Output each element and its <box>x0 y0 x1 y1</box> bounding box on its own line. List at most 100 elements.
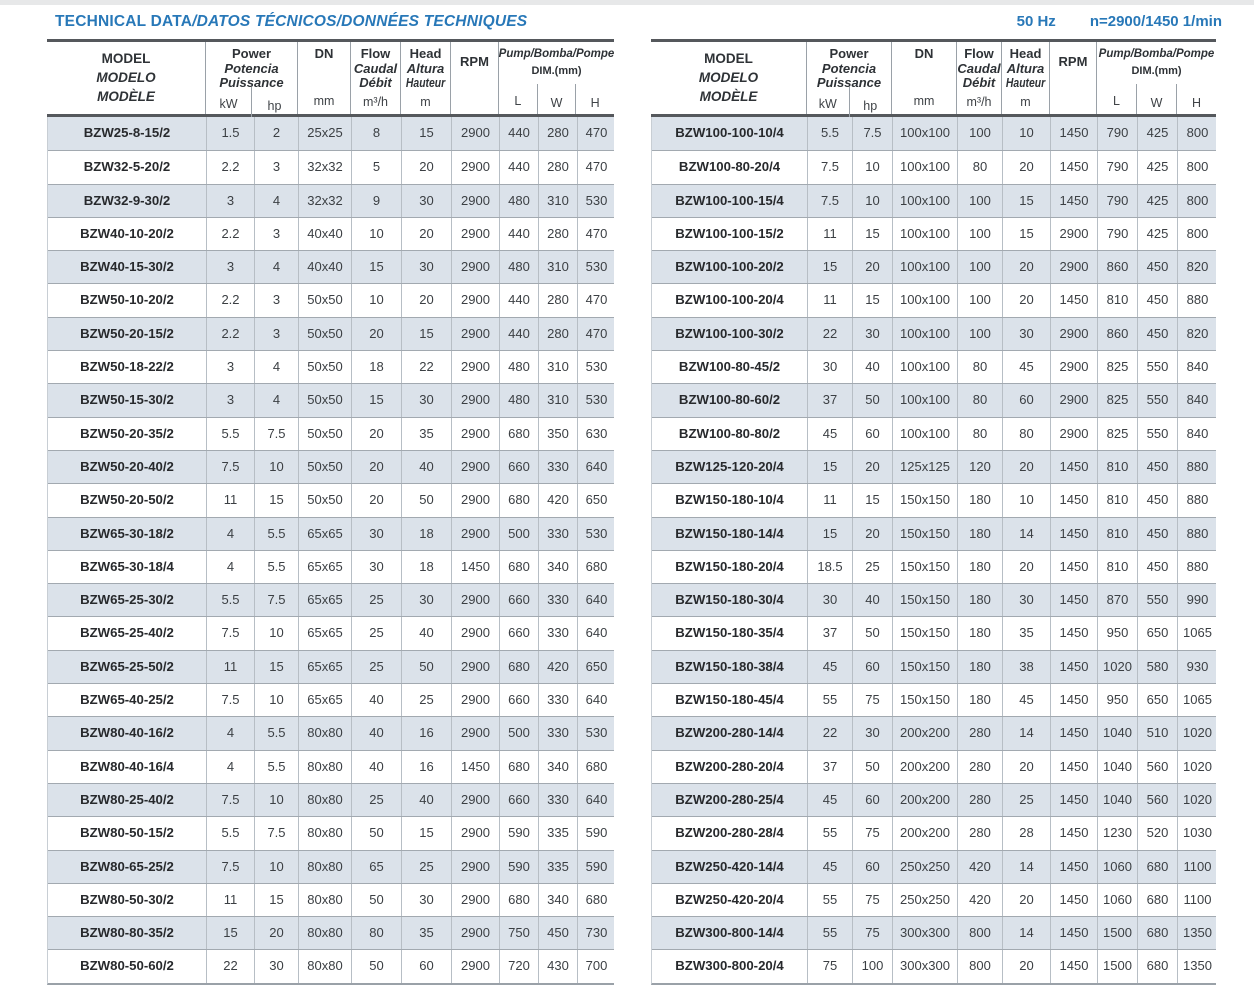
dn-value-cell: 50x50 <box>298 284 351 317</box>
dn-value-cell: 40x40 <box>298 251 351 284</box>
w-value-cell: 330 <box>538 783 577 817</box>
flow-value-cell: 25 <box>351 584 401 617</box>
flow-value-cell: 180 <box>957 484 1002 517</box>
rpm-value-cell: 2900 <box>451 950 499 983</box>
dn-value-cell: 65x65 <box>298 684 351 717</box>
flow-value-cell: 100 <box>957 217 1002 251</box>
rpm-value-cell: 2900 <box>451 284 499 317</box>
rpm-value-cell: 1450 <box>1050 484 1097 517</box>
rpm-value-cell: 2900 <box>451 117 499 151</box>
h-value-cell: 880 <box>1177 284 1217 317</box>
kw-value-cell: 5.5 <box>206 584 254 617</box>
column-header-model: MODEL MODELO MODÈLE <box>96 51 156 104</box>
l-value-cell: 680 <box>499 750 538 783</box>
l-value-cell: 680 <box>499 883 538 917</box>
dn-value-cell: 50x50 <box>298 351 351 384</box>
dn-value-cell: 100x100 <box>892 151 957 184</box>
table-row: BZW50-20-40/2 7.5 10 50x50 20 40 2900 660 330 640 <box>48 449 615 484</box>
dn-value-cell: 100x100 <box>892 317 957 351</box>
table-row: BZW200-280-28/4 55 75 200x200 280 28 1450 1230 5… <box>652 816 1216 850</box>
table-row: BZW65-25-30/2 5.5 7.5 65x65 25 30 2900 660 330 64… <box>48 583 614 617</box>
hp-value-cell: 3 <box>254 151 298 184</box>
head-value-cell: 20 <box>401 217 451 251</box>
rpm-value-cell: 1450 <box>1050 617 1097 650</box>
h-value-cell: 1100 <box>1177 850 1217 883</box>
head-value-cell: 22 <box>401 351 451 384</box>
w-value-cell: 430 <box>538 950 577 983</box>
dn-value-cell: 200x200 <box>892 783 957 817</box>
dn-value-cell: 40x40 <box>298 217 351 251</box>
rpm-value-cell: 1450 <box>1050 650 1097 684</box>
kw-value-cell: 7.5 <box>206 684 254 717</box>
unit-l: L <box>514 94 522 108</box>
flow-value-cell: 800 <box>957 950 1002 983</box>
flow-value-cell: 20 <box>351 417 401 450</box>
column-header-rpm: RPM <box>1049 42 1096 114</box>
w-value-cell: 550 <box>1137 384 1177 417</box>
model-cell: BZW40-10-20/2 <box>80 225 174 241</box>
head-value-cell: 30 <box>1002 317 1050 351</box>
model-cell: BZW65-25-40/2 <box>80 625 174 641</box>
hp-value-cell: 75 <box>852 883 892 917</box>
head-value-cell: 50 <box>401 484 451 517</box>
hp-value-cell: 20 <box>852 450 892 484</box>
hp-value-cell: 25 <box>852 550 892 584</box>
rpm-value-cell: 2900 <box>1050 351 1097 384</box>
flow-value-cell: 120 <box>957 450 1002 484</box>
w-value-cell: 350 <box>538 417 577 450</box>
dn-value-cell: 200x200 <box>892 817 957 850</box>
kw-value-cell: 11 <box>206 883 254 917</box>
l-value-cell: 790 <box>1097 217 1137 251</box>
table-header: MODEL MODELO MODÈLE Power Potencia Puiss… <box>651 39 1216 117</box>
l-value-cell: 480 <box>499 384 538 417</box>
flow-value-cell: 40 <box>351 684 401 717</box>
model-cell: BZW100-80-45/2 <box>678 359 781 375</box>
hp-value-cell: 4 <box>254 384 298 417</box>
head-value-cell: 30 <box>1002 584 1050 617</box>
dn-value-cell: 50x50 <box>298 484 351 517</box>
rpm-value-cell: 2900 <box>451 450 499 484</box>
flow-value-cell: 50 <box>351 817 401 850</box>
w-value-cell: 450 <box>1137 484 1177 517</box>
kw-value-cell: 30 <box>807 351 852 384</box>
speed-label: n=2900/1450 1/min <box>1089 13 1222 30</box>
h-value-cell: 640 <box>577 684 615 717</box>
head-value-cell: 35 <box>401 417 451 450</box>
table-row: BZW150-180-30/4 30 40 150x150 180 30 1450 870 55… <box>652 583 1216 617</box>
spec-labels: 50 Hz n=2900/1450 1/min <box>1017 13 1224 30</box>
model-cell: BZW100-80-80/2 <box>678 425 781 441</box>
hp-value-cell: 60 <box>852 850 892 883</box>
rpm-value-cell: 2900 <box>451 184 499 217</box>
h-value-cell: 640 <box>577 450 615 484</box>
flow-value-cell: 20 <box>351 484 401 517</box>
w-value-cell: 450 <box>538 917 577 950</box>
table-row: BZW100-80-20/4 7.5 10 100x100 80 20 1450 790 425… <box>652 150 1216 184</box>
spec-table-right: MODEL MODELO MODÈLE Power Potencia Puiss… <box>651 39 1216 985</box>
w-value-cell: 330 <box>538 684 577 717</box>
kw-value-cell: 1.5 <box>206 117 254 151</box>
hp-value-cell: 20 <box>852 251 892 284</box>
h-value-cell: 730 <box>577 917 615 950</box>
h-value-cell: 630 <box>577 417 615 450</box>
w-value-cell: 450 <box>1137 317 1177 351</box>
table-row: BZW100-100-30/2 22 30 100x100 100 30 2900 860 45… <box>652 316 1216 351</box>
kw-value-cell: 45 <box>807 650 852 684</box>
dn-value-cell: 32x32 <box>298 151 351 184</box>
flow-value-cell: 10 <box>351 284 401 317</box>
kw-value-cell: 5.5 <box>807 117 852 151</box>
rpm-value-cell: 1450 <box>1050 450 1097 484</box>
kw-value-cell: 55 <box>807 883 852 917</box>
flow-value-cell: 25 <box>351 617 401 650</box>
w-value-cell: 330 <box>538 517 577 550</box>
dn-value-cell: 150x150 <box>892 550 957 584</box>
l-value-cell: 660 <box>499 584 538 617</box>
l-value-cell: 680 <box>499 417 538 450</box>
model-cell: BZW50-18-22/2 <box>80 359 174 375</box>
model-cell: BZW80-40-16/4 <box>80 758 174 774</box>
model-cell: BZW200-280-28/4 <box>675 825 784 841</box>
l-value-cell: 680 <box>499 550 538 584</box>
table-row: BZW65-30-18/2 4 5.5 65x65 30 18 2900 500 330 530 <box>48 516 614 550</box>
flow-value-cell: 10 <box>351 217 401 251</box>
table-row: BZW50-18-22/2 3 4 50x50 18 22 2900 480 310 530 <box>48 350 614 384</box>
h-value-cell: 1065 <box>1177 684 1217 717</box>
